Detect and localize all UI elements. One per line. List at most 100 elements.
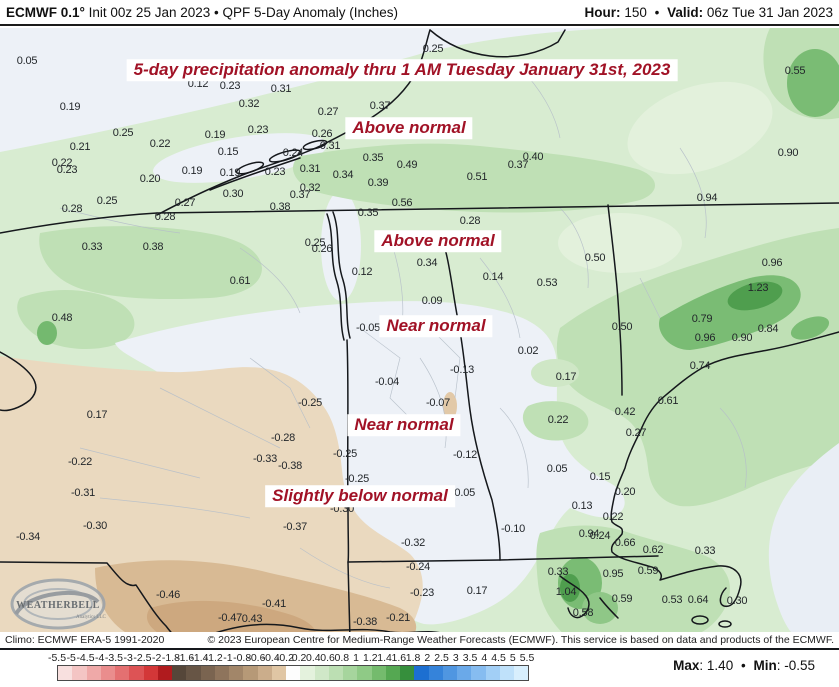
colorbar-segment (200, 666, 215, 680)
map-value-label: 0.12 (187, 78, 209, 90)
colorbar-segment (328, 666, 343, 680)
map-value-label: 0.24 (589, 530, 611, 542)
colorbar-tick: 1.8 (405, 652, 421, 664)
model-run-title: ECMWF 0.1° Init 00z 25 Jan 2023 • QPF 5-… (6, 5, 398, 20)
colorbar-tick: -3.5 (104, 652, 124, 664)
map-value-label: -0.12 (452, 449, 478, 461)
map-value-label: 0.96 (694, 332, 716, 344)
colorbar-segment (157, 666, 172, 680)
map-value-label: 0.37 (507, 159, 529, 171)
map-value-label: -0.25 (332, 448, 358, 460)
colorbar-tick: -0.6 (247, 652, 266, 664)
valid-value: 06z Tue 31 Jan 2023 (706, 4, 833, 20)
colorbar-segment (100, 666, 115, 680)
colorbar-tick: 1.2 (363, 652, 378, 664)
colorbar-tick: -1.2 (204, 652, 223, 664)
map-value-label: 0.31 (270, 83, 292, 95)
map-value-label: 0.28 (154, 211, 176, 223)
colorbar-tick: -0.2 (275, 652, 294, 664)
map-value-label: 0.31 (299, 163, 321, 175)
colorbar-tick: 2.5 (434, 652, 449, 664)
map-annotations: 5-day precipitation anomaly thru 1 AM Tu… (0, 28, 839, 632)
colorbar-segment (485, 666, 500, 680)
colorbar-segment (229, 666, 244, 680)
map-value-labels: 0.05 0.19 0.12 0.23 0.31 0.32 0.23 0.25 0.21 0.22… (0, 28, 839, 632)
map-value-label: 0.17 (86, 409, 108, 421)
map-value-label: 0.30 (222, 188, 244, 200)
map-value-label: 0.50 (611, 321, 633, 333)
map-value-label: 1.04 (555, 586, 577, 598)
map-value-label: 0.95 (602, 568, 624, 580)
colorbar-segment (172, 666, 187, 680)
colorbar-segment (442, 666, 457, 680)
model-run-subtitle: Init 00z 25 Jan 2023 • QPF 5-Day Anomaly… (84, 4, 399, 20)
colorbar-tick: -5.5 (47, 652, 67, 664)
map-value-label: 0.20 (139, 173, 161, 185)
map-value-label: 0.48 (51, 312, 73, 324)
map-value-label: -0.25 (297, 397, 323, 409)
map-value-label: 0.96 (761, 257, 783, 269)
map-value-label: -0.31 (70, 487, 96, 499)
map-value-label: 0.56 (391, 197, 413, 209)
colorbar-segment (514, 666, 529, 680)
map-value-label: -0.22 (67, 456, 93, 468)
colorbar-segment (214, 666, 229, 680)
map-annotation: Slightly below normal (265, 485, 455, 507)
map-value-label: 0.53 (661, 594, 683, 606)
colorbar-tick: 0.2 (291, 652, 307, 664)
map-value-label: 0.33 (81, 241, 103, 253)
map-value-label: 0.26 (311, 128, 333, 140)
hour-label: Hour: (584, 4, 621, 20)
header-bullet: • (654, 4, 660, 20)
map-value-label: 0.34 (416, 257, 438, 269)
map-value-label: 0.22 (602, 511, 624, 523)
colorbar-tick: 4.5 (491, 652, 506, 664)
colorbar-segment (72, 666, 87, 680)
map-value-label: 0.32 (238, 98, 260, 110)
map-value-label: 0.37 (289, 189, 311, 201)
colorbar-segment (300, 666, 315, 680)
map-value-label: 0.12 (351, 266, 373, 278)
footer-divider (0, 648, 839, 650)
map-value-label: 0.22 (51, 157, 73, 169)
colorbar-tick: -3 (123, 652, 133, 664)
map-value-label: 0.25 (96, 195, 118, 207)
map-value-label: 0.23 (56, 164, 78, 176)
colorbar-segment (86, 666, 101, 680)
colorbar-tick: -4 (95, 652, 105, 664)
map-annotation: Above normal (374, 230, 502, 252)
colorbar-segment (129, 666, 144, 680)
map-value-label: -0.37 (282, 521, 308, 533)
map-value-label: -0.33 (252, 453, 278, 465)
hour-value: 150 (624, 4, 647, 20)
map-value-label: 0.59 (611, 593, 633, 605)
colorbar-tick: 3 (452, 652, 459, 664)
map-value-label: 0.64 (687, 594, 709, 606)
map-annotation: Near normal (347, 414, 461, 436)
map-value-label: 0.38 (269, 201, 291, 213)
colorbar-tick: 5 (509, 652, 516, 664)
colorbar-segment (343, 666, 358, 680)
colorbar-tick: 0.6 (320, 652, 335, 664)
colorbar-segment (457, 666, 472, 680)
map-value-label: -0.38 (277, 460, 303, 472)
map-value-label: 0.25 (422, 43, 444, 55)
colorbar-segment (371, 666, 386, 680)
state-borders (0, 29, 839, 632)
map-value-label: 0.90 (731, 332, 753, 344)
map-value-label: 0.61 (229, 275, 251, 287)
max-min-readout: Max: 1.40 • Min: -0.55 (673, 658, 815, 673)
map-value-label: -0.30 (82, 520, 108, 532)
colorbar-segment (186, 666, 201, 680)
colorbar-tick: 5.5 (519, 652, 535, 664)
map-value-label: -0.46 (155, 589, 181, 601)
map-value-label: 0.35 (357, 207, 379, 219)
map-value-label: 0.43 (241, 613, 263, 625)
map-value-label: -0.05 (355, 322, 381, 334)
colorbar-tick: -0.8 (233, 652, 252, 664)
map-value-label: 0.24 (282, 147, 304, 159)
map-value-label: 0.84 (757, 323, 779, 335)
colorbar-segment (243, 666, 258, 680)
colorbar-tick: -1.4 (190, 652, 209, 664)
map-value-label: 0.33 (547, 566, 569, 578)
